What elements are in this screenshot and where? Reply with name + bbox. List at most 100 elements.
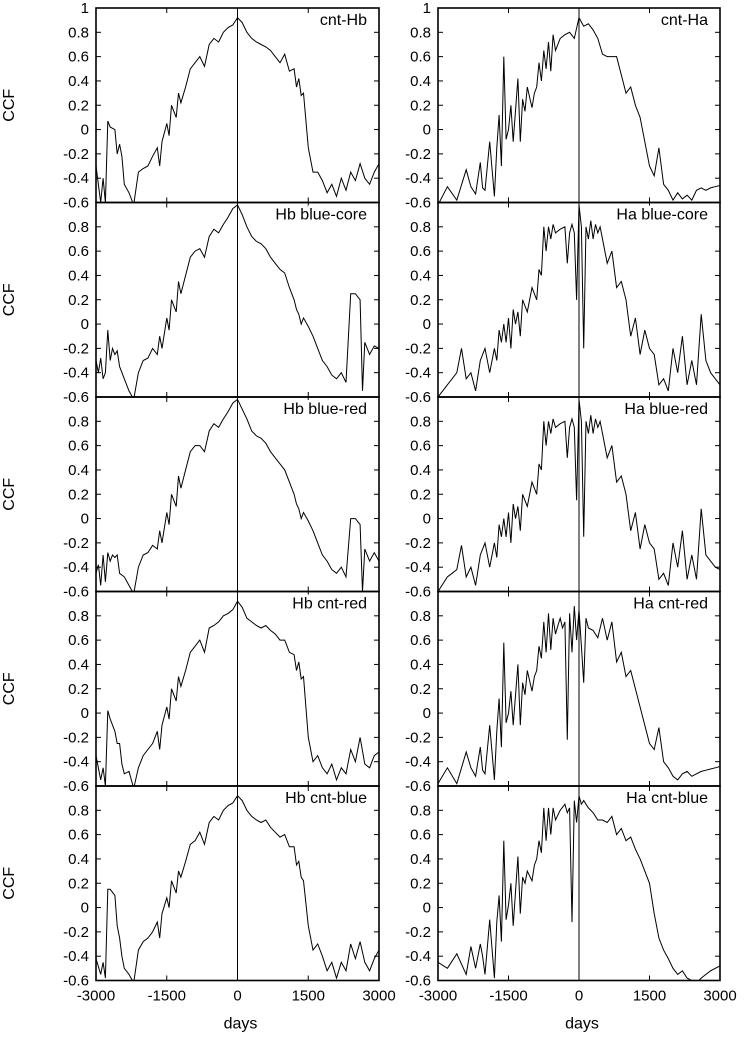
y-tick-label: -0.6 [405, 778, 431, 795]
y-tick-label: 0.6 [68, 827, 89, 844]
y-tick-label: 0.8 [410, 24, 431, 41]
y-tick-label: -0.6 [405, 195, 431, 212]
y-tick-label: 0 [423, 900, 431, 917]
series-line-ha-cnt-blue [438, 795, 720, 981]
y-tick-label: 0 [81, 122, 89, 139]
x-tick-label: -1500 [148, 988, 186, 1005]
y-tick-label: -0.4 [63, 559, 89, 576]
y-tick-label: 0.4 [410, 267, 431, 284]
panel-hb-cnt-red: -0.6 -0.4 -0.2 0 0.2 0.4 0.6 0.8 CCF Hb cnt-red [1, 590, 380, 795]
series-line-hb-blue-core [96, 204, 379, 397]
y-tick-label: 0.8 [68, 219, 89, 236]
y-tick-label: -0.6 [405, 389, 431, 406]
y-tick-label: 0 [81, 900, 89, 917]
series-line-hb-cnt-blue [96, 794, 379, 981]
panel-title: cnt-Hb [320, 12, 367, 29]
y-tick-label: 0.2 [68, 97, 89, 114]
x-tick-label: 0 [233, 988, 241, 1005]
panel-ha-cnt-blue: -0.6 -0.4 -0.2 0 0.2 0.4 0.6 0.8 -3000 -1500 0 1500… [405, 785, 737, 1033]
series-line-cnt-ha [438, 16, 720, 203]
series-line-cnt-hb [96, 16, 379, 203]
y-tick-label: 0.6 [410, 632, 431, 649]
y-tick-label: 0 [423, 511, 431, 528]
y-tick-label: 0.6 [68, 632, 89, 649]
panel-title: cnt-Ha [661, 12, 708, 29]
y-tick-label: 0.6 [410, 438, 431, 455]
y-tick-label: 0 [423, 316, 431, 333]
y-tick-label: -0.4 [405, 559, 431, 576]
y-tick-label: 0.6 [68, 49, 89, 66]
y-tick-label: 0 [423, 705, 431, 722]
series-line-ha-cnt-red [438, 606, 720, 785]
y-tick-label: -0.2 [405, 146, 431, 163]
y-tick-label: -0.2 [63, 729, 89, 746]
y-tick-label: 0.8 [410, 413, 431, 430]
y-axis-label: CCF [1, 478, 18, 511]
y-tick-label: 0.8 [410, 802, 431, 819]
panel-title: Hb blue-core [275, 207, 367, 224]
panel-ha-cnt-red: -0.6 -0.4 -0.2 0 0.2 0.4 0.6 0.8 Ha cnt-red [405, 590, 721, 795]
y-tick-label: -0.2 [405, 340, 431, 357]
panel-title: Ha blue-core [616, 207, 708, 224]
y-tick-label: 0.8 [68, 802, 89, 819]
y-tick-label: 0.8 [68, 608, 89, 625]
panel-ha-blue-red: -0.6 -0.4 -0.2 0 0.2 0.4 0.6 0.8 Ha blue-red [405, 396, 721, 601]
panel-title: Ha blue-red [624, 401, 708, 418]
y-tick-label: 0.4 [410, 73, 431, 90]
y-tick-label: 0.8 [68, 413, 89, 430]
y-tick-label: 0.4 [410, 656, 431, 673]
y-tick-label: -0.4 [405, 170, 431, 187]
y-tick-label: -0.2 [63, 924, 89, 941]
y-tick-label: 0.2 [410, 97, 431, 114]
x-axis-label: days [565, 1016, 599, 1033]
y-tick-label: -0.4 [405, 948, 431, 965]
y-tick-label: -0.6 [405, 584, 431, 601]
y-tick-label: 0.4 [410, 851, 431, 868]
y-tick-label: 0.6 [410, 243, 431, 260]
x-tick-label: -3000 [77, 988, 115, 1005]
y-tick-label: -0.6 [405, 973, 431, 990]
y-tick-label: -0.2 [63, 146, 89, 163]
y-tick-label: -0.6 [63, 778, 89, 795]
y-tick-label: 0.4 [68, 267, 89, 284]
panel-title: Hb cnt-red [292, 596, 367, 613]
x-tick-label: -3000 [419, 988, 457, 1005]
x-tick-label: 3000 [703, 988, 736, 1005]
y-axis-label: CCF [1, 89, 18, 122]
y-tick-label: 0.8 [410, 219, 431, 236]
x-tick-label: 0 [575, 988, 583, 1005]
y-tick-label: -0.4 [63, 948, 89, 965]
y-axis-label: CCF [1, 867, 18, 900]
y-axis-label: CCF [1, 672, 18, 705]
y-tick-label: 1 [81, 0, 89, 17]
y-tick-label: -0.6 [63, 973, 89, 990]
panel-title: Hb blue-red [283, 401, 367, 418]
y-tick-label: 0.8 [410, 608, 431, 625]
x-axis-label: days [224, 1016, 258, 1033]
y-tick-label: 0 [81, 705, 89, 722]
y-tick-label: 0.6 [410, 49, 431, 66]
x-tick-label: -1500 [489, 988, 527, 1005]
y-tick-label: -0.2 [405, 924, 431, 941]
y-tick-label: 0.4 [68, 462, 89, 479]
y-tick-label: -0.4 [405, 754, 431, 771]
y-tick-label: 0.2 [68, 486, 89, 503]
y-tick-label: 0 [81, 511, 89, 528]
series-line-hb-cnt-red [96, 600, 379, 786]
y-tick-label: 0.4 [68, 656, 89, 673]
y-tick-label: 0.2 [410, 292, 431, 309]
panel-title: Ha cnt-blue [626, 790, 708, 807]
x-tick-label: 1500 [633, 988, 666, 1005]
y-tick-label: 0 [423, 122, 431, 139]
y-tick-label: 0.2 [410, 681, 431, 698]
x-tick-label: 1500 [292, 988, 325, 1005]
y-tick-label: -0.2 [405, 729, 431, 746]
panel-hb-blue-core: -0.6 -0.4 -0.2 0 0.2 0.4 0.6 0.8 CCF Hb blue-core [1, 201, 380, 406]
x-tick-label: 3000 [362, 988, 395, 1005]
panel-cnt-hb: -0.6 -0.4 -0.2 0 0.2 0.4 0.6 0.8 1 CCF cnt-Hb [1, 0, 380, 212]
y-tick-label: 0.6 [68, 243, 89, 260]
y-tick-label: 0.2 [410, 875, 431, 892]
panel-cnt-ha: -0.6 -0.4 -0.2 0 0.2 0.4 0.6 0.8 1 cnt-Ha [405, 0, 721, 212]
y-tick-label: 0.6 [68, 438, 89, 455]
